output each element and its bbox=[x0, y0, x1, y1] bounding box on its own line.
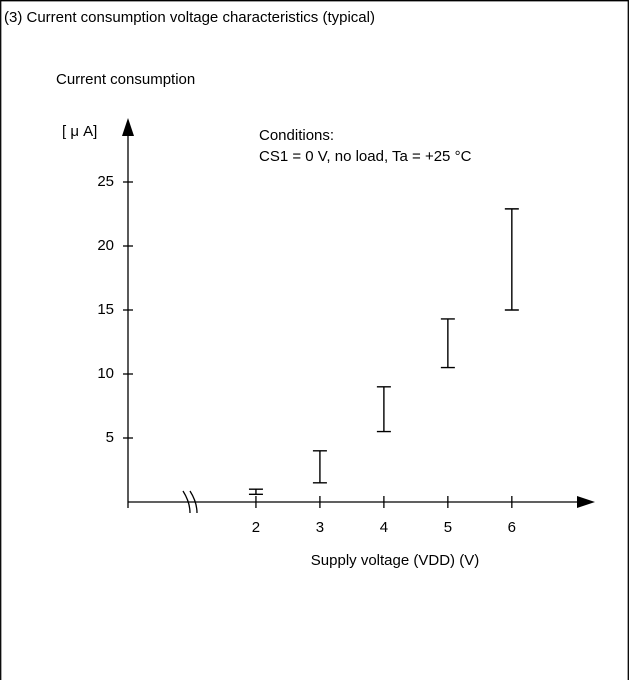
annotation: Conditions: bbox=[259, 127, 334, 144]
x-tick-label: 2 bbox=[252, 519, 260, 536]
x-tick-label: 6 bbox=[508, 519, 516, 536]
x-tick-label: 3 bbox=[316, 519, 324, 536]
x-axis-label: Supply voltage (VDD) (V) bbox=[311, 552, 479, 569]
chart-title: (3) Current consumption voltage characte… bbox=[4, 9, 375, 26]
axis-break bbox=[182, 490, 198, 514]
y-axis-label: Current consumption bbox=[56, 71, 195, 88]
range-bar bbox=[312, 450, 327, 484]
x-tick-label: 5 bbox=[444, 519, 452, 536]
y-tick-label: 10 bbox=[97, 365, 114, 382]
range-bar bbox=[376, 386, 391, 433]
y-axis-unit: [ μ A] bbox=[62, 123, 97, 140]
annotation: CS1 = 0 V, no load, Ta = +25 °C bbox=[259, 148, 472, 165]
y-tick-label: 20 bbox=[97, 237, 114, 254]
range-bar bbox=[440, 318, 455, 369]
range-bar bbox=[248, 488, 263, 496]
y-tick-label: 25 bbox=[97, 173, 114, 190]
y-tick-label: 5 bbox=[106, 429, 114, 446]
y-tick-label: 15 bbox=[97, 301, 114, 318]
range-bar bbox=[504, 208, 519, 311]
x-tick-label: 4 bbox=[380, 519, 388, 536]
x-axis-arrow bbox=[577, 496, 595, 508]
y-axis-arrow bbox=[122, 118, 134, 136]
